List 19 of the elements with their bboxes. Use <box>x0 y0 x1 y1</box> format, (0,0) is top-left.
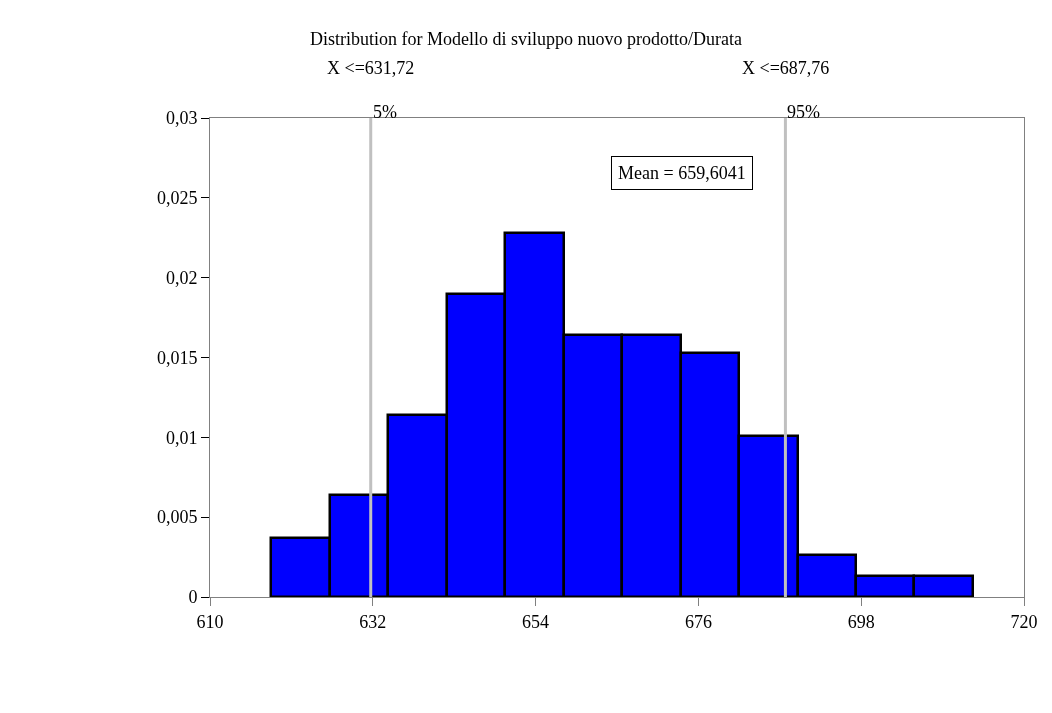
x-tick-label: 632 <box>359 611 387 632</box>
y-tick-label: 0,005 <box>156 507 198 528</box>
y-tick-label: 0 <box>188 587 198 608</box>
annotation: 5% <box>373 102 397 122</box>
y-tick-label: 0,01 <box>165 427 198 448</box>
x-tick-label: 698 <box>847 611 875 632</box>
y-tick-label: 0,015 <box>156 347 198 368</box>
ref-line-label: X <=631,72 <box>327 58 415 78</box>
annotation: Mean = 659,6041 <box>618 163 746 183</box>
annotation: 95% <box>787 102 820 122</box>
x-tick-label: 720 <box>1010 611 1038 632</box>
y-tick-label: 0,02 <box>165 267 198 288</box>
y-tick-label: 0,03 <box>165 108 198 129</box>
y-tick-label: 0,025 <box>156 188 198 209</box>
x-tick-label: 610 <box>196 611 224 632</box>
ref-line-label: X <=687,76 <box>742 58 830 78</box>
x-tick-label: 654 <box>522 611 550 632</box>
x-tick-label: 676 <box>684 611 712 632</box>
chart-title: Distribution for Modello di sviluppo nuovo prodotto/Durata <box>310 28 742 49</box>
